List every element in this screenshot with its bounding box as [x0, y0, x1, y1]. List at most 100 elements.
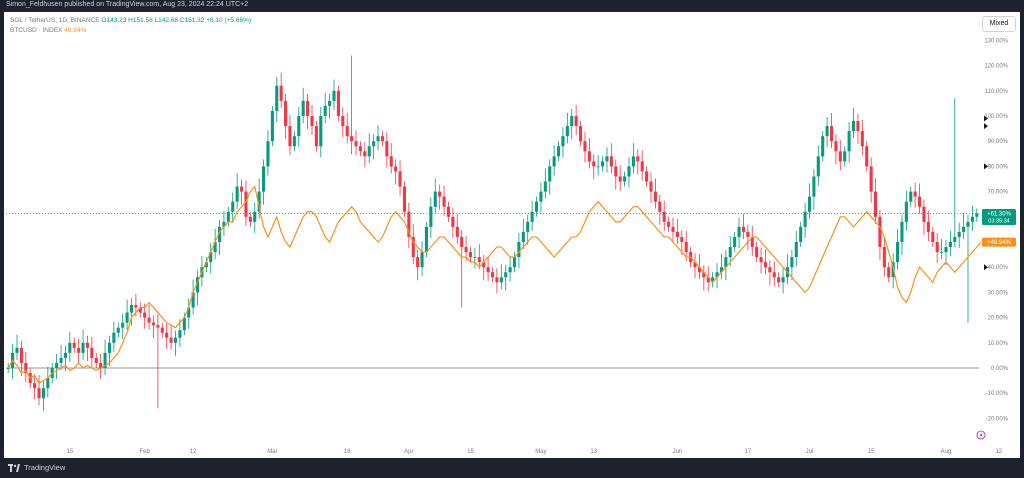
candle: [878, 209, 882, 261]
candle-body: [222, 221, 226, 227]
candle: [156, 314, 160, 409]
y-tick-label: 10.00%: [988, 341, 1009, 347]
candle-body: [363, 151, 367, 157]
candle: [750, 225, 754, 257]
candle-body: [543, 181, 547, 192]
footer-bar: TradingView: [0, 458, 1024, 478]
candle-body: [772, 272, 776, 278]
y-tick-label: 80.00%: [988, 164, 1009, 170]
candle: [869, 157, 873, 203]
candle: [865, 141, 869, 172]
candle: [15, 334, 19, 360]
candle: [129, 297, 134, 326]
candle-body: [865, 146, 869, 167]
candle: [719, 254, 723, 280]
candle-body: [125, 312, 129, 323]
candle: [165, 323, 169, 349]
lightning-icon-bolt: [979, 432, 983, 438]
candle-body: [306, 100, 310, 116]
candle-body: [301, 100, 305, 116]
candle-body: [19, 347, 23, 363]
candle: [645, 166, 649, 187]
candle: [913, 182, 917, 208]
candle: [107, 335, 112, 366]
candle-body: [715, 272, 719, 278]
legend-symbol[interactable]: SOL / TetherUS, 1D, BINANCE: [10, 17, 100, 24]
candle-body: [812, 176, 816, 197]
chart-pane[interactable]: 130.00% 120.00% 110.00% 100.00% 90.00% 80.00%…: [4, 12, 1020, 458]
candle-body: [882, 247, 886, 268]
candle: [248, 211, 252, 227]
candle: [653, 178, 657, 209]
candle: [341, 106, 345, 138]
candle: [85, 335, 89, 361]
candle: [217, 219, 222, 256]
y-tick-label: 20.00%: [988, 316, 1009, 322]
candle: [790, 250, 794, 281]
candle: [63, 345, 67, 372]
y-tick-label: 0.00%: [991, 366, 1009, 372]
candle-body: [85, 342, 89, 348]
candle-body: [821, 136, 825, 157]
candle: [962, 213, 966, 239]
scale-mode-button[interactable]: Mixed: [982, 16, 1016, 32]
candle: [284, 93, 288, 140]
candle-body: [856, 121, 860, 132]
candle: [640, 150, 644, 181]
candle-body: [323, 105, 327, 116]
candle-body: [182, 317, 186, 331]
candle: [358, 141, 362, 157]
y-tick-label: -10.00%: [986, 391, 1009, 397]
legend-ohlc: O143.23 H151.58 L142.68 C151.32 +8.10 (+…: [101, 17, 252, 24]
candle-body: [77, 347, 81, 353]
candle-body: [957, 231, 961, 237]
btcusd-line: [7, 185, 982, 384]
candle: [420, 240, 424, 277]
candle: [367, 133, 371, 164]
candle-body: [129, 305, 134, 313]
candle: [213, 228, 217, 260]
candle-body: [59, 357, 63, 363]
x-tick-label: Mar: [267, 449, 277, 455]
candle: [680, 229, 684, 256]
candle: [609, 143, 613, 174]
candle: [328, 93, 332, 120]
candle-body: [270, 110, 274, 142]
candle-body: [372, 141, 376, 147]
x-tick-label: 12: [190, 449, 197, 455]
candle-body: [843, 151, 847, 162]
candle: [275, 76, 279, 123]
candle: [596, 155, 600, 176]
candle-body: [253, 211, 257, 222]
candle-body: [702, 272, 706, 278]
candle: [112, 321, 116, 352]
candle-body: [240, 186, 244, 192]
candle-body: [931, 231, 935, 242]
candle: [94, 352, 98, 368]
candle-body: [561, 136, 565, 147]
candle: [240, 179, 244, 205]
candle: [772, 261, 776, 287]
legend-btc-label[interactable]: BTCUSD · INDEX: [10, 27, 63, 34]
candle: [834, 134, 838, 165]
candle-body: [741, 226, 745, 232]
candle-body: [68, 342, 72, 353]
candle: [24, 351, 28, 383]
candle: [821, 131, 825, 162]
candle-body: [107, 342, 112, 353]
candle: [46, 366, 50, 398]
candle-body: [72, 342, 76, 348]
y-tick-label: -20.00%: [986, 416, 1009, 422]
candle: [121, 313, 125, 339]
candle-body: [402, 186, 406, 212]
candle: [55, 353, 59, 380]
candle-body: [490, 272, 495, 278]
candle-body: [367, 146, 371, 157]
candle: [856, 113, 860, 145]
candle: [455, 213, 459, 245]
price-chart[interactable]: 130.00%120.00%110.00%100.00%90.00%80.00%…: [4, 12, 1020, 458]
candle: [19, 340, 23, 377]
candle: [209, 243, 213, 274]
footer-brand: TradingView: [24, 463, 66, 472]
candle: [394, 159, 398, 185]
